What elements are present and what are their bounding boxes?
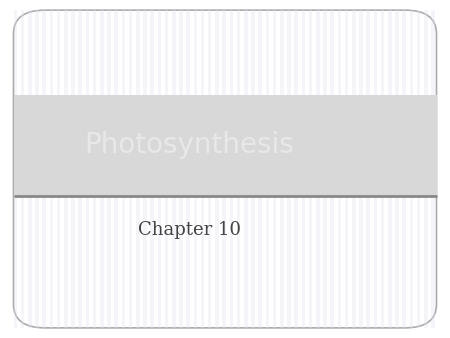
Bar xyxy=(208,10,211,328)
Bar xyxy=(230,10,233,328)
Bar xyxy=(294,10,298,328)
Bar xyxy=(258,10,262,328)
Bar xyxy=(186,10,190,328)
Bar xyxy=(359,10,363,328)
Bar xyxy=(424,10,428,328)
Bar xyxy=(57,10,60,328)
Bar xyxy=(244,10,248,328)
Bar xyxy=(78,10,82,328)
Bar xyxy=(323,10,327,328)
Bar xyxy=(251,10,255,328)
Bar xyxy=(194,10,197,328)
Bar xyxy=(309,10,312,328)
Bar xyxy=(302,10,305,328)
Bar xyxy=(417,10,420,328)
Bar xyxy=(21,10,24,328)
Bar xyxy=(136,10,140,328)
Bar xyxy=(287,10,291,328)
Bar xyxy=(215,10,219,328)
Bar xyxy=(86,10,89,328)
Bar xyxy=(172,10,176,328)
Bar xyxy=(42,10,46,328)
Bar xyxy=(107,10,111,328)
Bar xyxy=(201,10,204,328)
FancyBboxPatch shape xyxy=(14,10,436,328)
Bar xyxy=(158,10,161,328)
Bar xyxy=(402,10,406,328)
Bar xyxy=(395,10,399,328)
Bar xyxy=(222,10,226,328)
Bar xyxy=(330,10,334,328)
Bar xyxy=(316,10,320,328)
Bar xyxy=(14,95,436,196)
Bar xyxy=(338,10,341,328)
Bar xyxy=(64,10,68,328)
Bar xyxy=(129,10,132,328)
Bar xyxy=(366,10,370,328)
Bar xyxy=(122,10,125,328)
Bar xyxy=(280,10,284,328)
Bar xyxy=(381,10,384,328)
Bar xyxy=(14,10,17,328)
Bar xyxy=(35,10,39,328)
Bar xyxy=(388,10,392,328)
Bar xyxy=(266,10,269,328)
Bar xyxy=(179,10,183,328)
Bar xyxy=(237,10,240,328)
Bar xyxy=(431,10,435,328)
Bar xyxy=(143,10,147,328)
Bar xyxy=(28,10,32,328)
Bar xyxy=(71,10,75,328)
Bar xyxy=(93,10,96,328)
Text: Chapter 10: Chapter 10 xyxy=(138,221,240,239)
Text: Photosynthesis: Photosynthesis xyxy=(84,131,294,159)
Bar xyxy=(273,10,276,328)
Bar xyxy=(150,10,154,328)
Bar xyxy=(345,10,348,328)
Bar xyxy=(374,10,377,328)
Bar xyxy=(165,10,168,328)
Bar xyxy=(352,10,356,328)
Bar xyxy=(100,10,104,328)
Bar xyxy=(410,10,413,328)
Bar xyxy=(114,10,118,328)
Bar xyxy=(50,10,53,328)
